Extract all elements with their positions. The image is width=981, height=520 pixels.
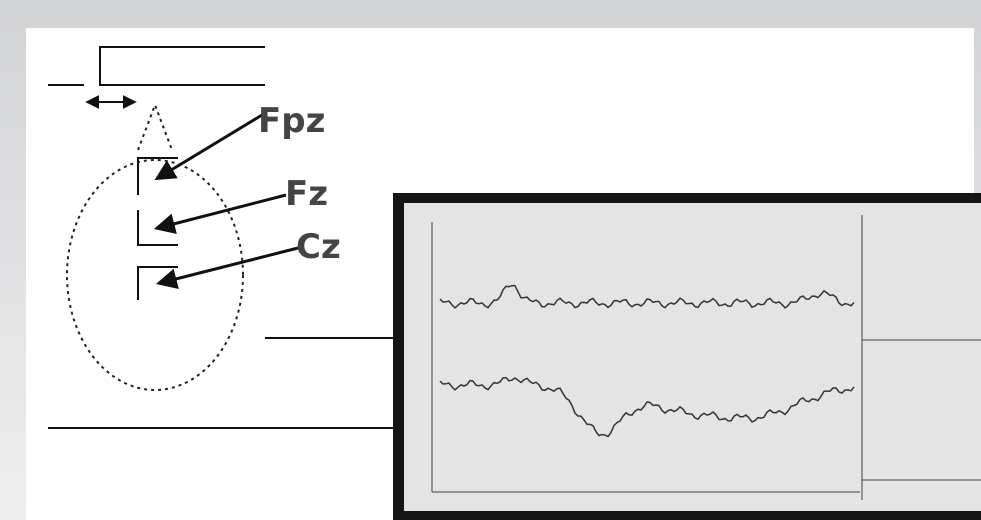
screen [404,203,981,511]
electrode-label: Cz [296,227,341,267]
diagram: Fpz Fz Cz [0,0,981,520]
electrode-label: Fpz [258,101,325,141]
electrode-label: Fz [285,174,328,214]
